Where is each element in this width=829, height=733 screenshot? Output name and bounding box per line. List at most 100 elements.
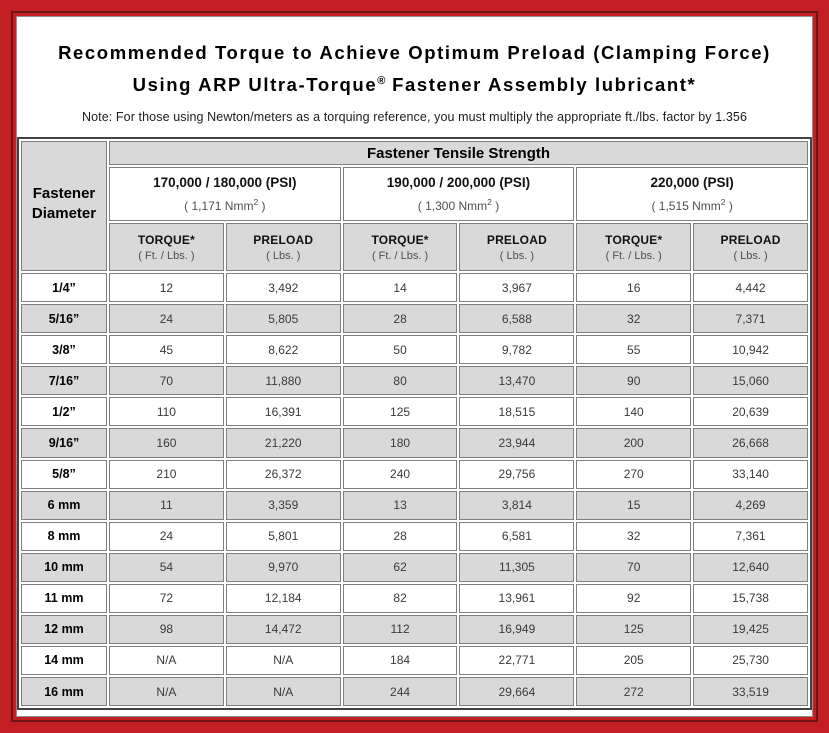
torque-value-cell: 70 xyxy=(576,552,692,582)
preload-value-cell: 12,640 xyxy=(693,552,808,582)
torque-value-cell: 24 xyxy=(109,304,224,334)
torque-value-cell: 125 xyxy=(576,614,692,644)
torque-value-cell: 15 xyxy=(576,490,692,520)
preload-value-cell: 33,519 xyxy=(693,676,808,707)
table-row: 12 mm 98 14,472 112 16,949 125 19,425 xyxy=(21,614,808,644)
preload-column-header: PRELOAD( Lbs. ) xyxy=(693,223,808,272)
fastener-diameter-header: Fastener Diameter xyxy=(21,141,107,272)
torque-value-cell: 98 xyxy=(109,614,224,644)
torque-value-cell: 13 xyxy=(342,490,458,520)
torque-value-cell: 184 xyxy=(342,645,458,675)
preload-value-cell: N/A xyxy=(225,676,341,707)
table-row: 11 mm 72 12,184 82 13,961 92 15,738 xyxy=(21,583,808,613)
psi-rating-label: 170,000 / 180,000 (PSI) xyxy=(153,175,297,191)
torque-column-header: TORQUE*( Ft. / Lbs. ) xyxy=(576,223,692,272)
nmm-rating-label: ( 1,515 Nmm2 ) xyxy=(651,197,733,214)
preload-value-cell: 11,880 xyxy=(225,366,341,396)
preload-value-cell: 22,771 xyxy=(459,645,575,675)
preload-value-cell: 26,668 xyxy=(693,428,808,458)
torque-value-cell: N/A xyxy=(109,645,224,675)
fastener-diameter-cell: 3/8” xyxy=(21,335,107,365)
strength-group-header: 190,000 / 200,000 (PSI) ( 1,300 Nmm2 ) xyxy=(342,167,575,222)
tensile-strength-header: Fastener Tensile Strength xyxy=(109,141,808,166)
nmm-rating-label: ( 1,300 Nmm2 ) xyxy=(417,197,500,214)
preload-value-cell: 10,942 xyxy=(693,335,808,365)
superscript-two: 2 xyxy=(487,197,492,208)
torque-value-cell: 12 xyxy=(109,273,224,303)
torque-value-cell: 200 xyxy=(576,428,692,458)
preload-value-cell: N/A xyxy=(225,645,341,675)
preload-value-cell: 18,515 xyxy=(459,397,575,427)
psi-header-row: 170,000 / 180,000 (PSI) ( 1,171 Nmm2 ) 190… xyxy=(21,167,808,222)
document-page: Recommended Torque to Achieve Optimum Pr… xyxy=(16,16,813,717)
table-row: 3/8” 45 8,622 50 9,782 55 10,942 xyxy=(21,335,808,365)
torque-value-cell: 140 xyxy=(576,397,692,427)
fastener-diameter-cell: 16 mm xyxy=(21,676,107,707)
fastener-diameter-cell: 6 mm xyxy=(21,490,107,520)
torque-value-cell: 70 xyxy=(109,366,224,396)
preload-value-cell: 5,805 xyxy=(225,304,341,334)
torque-value-cell: 92 xyxy=(576,583,692,613)
preload-value-cell: 11,305 xyxy=(459,552,575,582)
preload-value-cell: 15,060 xyxy=(693,366,808,396)
torque-column-header: TORQUE*( Ft. / Lbs. ) xyxy=(109,223,224,272)
fastener-diameter-cell: 11 mm xyxy=(21,583,107,613)
table-row: 10 mm 54 9,970 62 11,305 70 12,640 xyxy=(21,552,808,582)
inner-frame-line: Recommended Torque to Achieve Optimum Pr… xyxy=(11,11,818,722)
fastener-diameter-cell: 5/16” xyxy=(21,304,107,334)
fastener-diameter-cell: 7/16” xyxy=(21,366,107,396)
torque-value-cell: 272 xyxy=(576,676,692,707)
preload-value-cell: 15,738 xyxy=(693,583,808,613)
torque-value-cell: 112 xyxy=(342,614,458,644)
preload-value-cell: 4,442 xyxy=(693,273,808,303)
table-row: 1/2” 110 16,391 125 18,515 140 20,639 xyxy=(21,397,808,427)
column-header-row: TORQUE*( Ft. / Lbs. ) PRELOAD( Lbs. ) TORQ… xyxy=(21,223,808,272)
main-header-row: Fastener Diameter Fastener Tensile Stren… xyxy=(21,141,808,272)
torque-value-cell: 45 xyxy=(109,335,224,365)
table-row: 14 mm N/A N/A 184 22,771 205 25,730 xyxy=(21,645,808,675)
conversion-note: Note: For those using Newton/meters as a… xyxy=(81,110,747,125)
torque-value-cell: 210 xyxy=(109,459,224,489)
nmm-rating-label: ( 1,171 Nmm2 ) xyxy=(184,197,266,214)
torque-value-cell: 62 xyxy=(342,552,458,582)
torque-value-cell: 205 xyxy=(576,645,692,675)
psi-rating-label: 220,000 (PSI) xyxy=(650,175,734,191)
torque-value-cell: 72 xyxy=(109,583,224,613)
strength-group-header: 170,000 / 180,000 (PSI) ( 1,171 Nmm2 ) xyxy=(109,167,341,222)
torque-value-cell: 125 xyxy=(342,397,458,427)
torque-value-cell: 90 xyxy=(576,366,692,396)
preload-value-cell: 7,361 xyxy=(693,521,808,551)
torque-value-cell: 32 xyxy=(576,521,692,551)
torque-value-cell: N/A xyxy=(109,676,224,707)
table-row: 9/16” 160 21,220 180 23,944 200 26,668 xyxy=(21,428,808,458)
torque-value-cell: 160 xyxy=(109,428,224,458)
torque-value-cell: 16 xyxy=(576,273,692,303)
preload-value-cell: 13,961 xyxy=(459,583,575,613)
torque-value-cell: 244 xyxy=(342,676,458,707)
torque-value-cell: 55 xyxy=(576,335,692,365)
fastener-diameter-cell: 14 mm xyxy=(21,645,107,675)
torque-value-cell: 82 xyxy=(342,583,458,613)
preload-value-cell: 7,371 xyxy=(693,304,808,334)
torque-value-cell: 50 xyxy=(342,335,458,365)
preload-value-cell: 9,782 xyxy=(459,335,575,365)
preload-value-cell: 4,269 xyxy=(693,490,808,520)
torque-value-cell: 28 xyxy=(342,304,458,334)
registered-trademark-symbol: ® xyxy=(377,75,386,87)
table-row: 5/8” 210 26,372 240 29,756 270 33,140 xyxy=(21,459,808,489)
preload-value-cell: 20,639 xyxy=(693,397,808,427)
table-row: 5/16” 24 5,805 28 6,588 32 7,371 xyxy=(21,304,808,334)
preload-value-cell: 3,814 xyxy=(459,490,575,520)
preload-value-cell: 13,470 xyxy=(459,366,575,396)
fastener-diameter-cell: 5/8” xyxy=(21,459,107,489)
torque-value-cell: 240 xyxy=(342,459,458,489)
preload-value-cell: 12,184 xyxy=(225,583,341,613)
preload-value-cell: 6,581 xyxy=(459,521,575,551)
torque-value-cell: 80 xyxy=(342,366,458,396)
fastener-diameter-cell: 12 mm xyxy=(21,614,107,644)
preload-value-cell: 26,372 xyxy=(225,459,341,489)
preload-value-cell: 3,967 xyxy=(459,273,575,303)
fastener-diameter-cell: 8 mm xyxy=(21,521,107,551)
table-row: 6 mm 11 3,359 13 3,814 15 4,269 xyxy=(21,490,808,520)
